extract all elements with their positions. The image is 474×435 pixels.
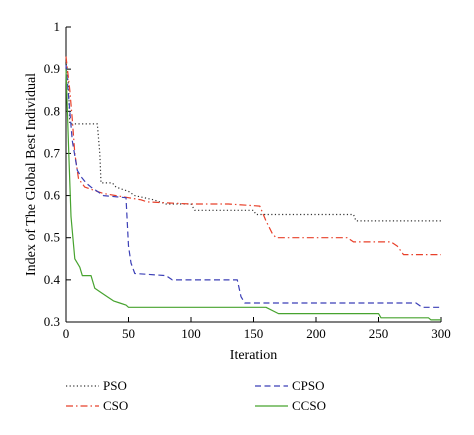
- axes: 0 50 100 150 200 250 300 0.3 0.4 0.5 0.6 0.7 0.8 0.9 1: [44, 19, 451, 341]
- x-tick-label: 0: [63, 326, 70, 341]
- y-tick-label: 0.6: [44, 188, 61, 203]
- y-tick-label: 0.4: [44, 272, 61, 287]
- x-tick-label: 250: [369, 326, 389, 341]
- x-tick-label: 300: [431, 326, 451, 341]
- y-tick-label: 0.5: [44, 230, 60, 245]
- x-tick-label: 200: [306, 326, 326, 341]
- legend-label-ccso: CCSO: [292, 398, 326, 413]
- y-axis-title: Index of The Global Best Individual: [24, 73, 39, 276]
- legend-label-cpso: CPSO: [292, 378, 325, 393]
- legend: PSO CSO CPSO CCSO: [66, 378, 326, 413]
- legend-label-pso: PSO: [103, 378, 127, 393]
- y-tick-label: 0.3: [44, 314, 60, 329]
- series-line-pso: [65, 60, 441, 222]
- y-tick-label: 0.9: [44, 61, 60, 76]
- y-tick-label: 0.8: [44, 103, 60, 118]
- y-tick-label: 0.7: [44, 145, 61, 160]
- series-line-ccso: [65, 69, 441, 321]
- y-tick-label: 1: [54, 19, 61, 34]
- x-tick-label: 150: [244, 326, 264, 341]
- legend-label-cso: CSO: [103, 398, 128, 413]
- x-axis-title: Iteration: [230, 348, 277, 363]
- x-tick-label: 50: [122, 326, 135, 341]
- series-line-cso: [65, 56, 441, 256]
- plot-lines: [65, 56, 441, 321]
- x-tick-label: 100: [181, 326, 201, 341]
- series-line-cpso: [65, 64, 441, 308]
- axis-labels: Iteration Index of The Global Best Indiv…: [24, 73, 277, 363]
